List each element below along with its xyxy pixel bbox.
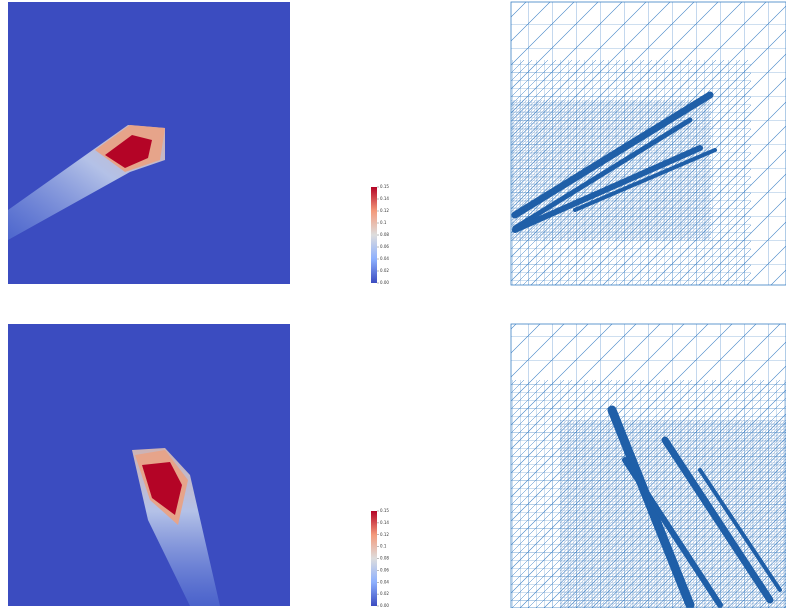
colorbar-label: 0.02	[380, 268, 389, 273]
heatmap	[8, 2, 290, 284]
colorbar-label: 0.08	[380, 232, 389, 237]
mesh	[511, 324, 786, 608]
colorbar	[371, 187, 377, 283]
colorbar-label: 0.12	[380, 532, 389, 537]
colorbar-label: 0.04	[380, 256, 389, 261]
colorbar-label: 0.06	[380, 567, 389, 572]
colorbar-label: 0.06	[380, 244, 389, 249]
heatmap	[8, 324, 290, 606]
colorbar-label: 0.15	[380, 508, 389, 513]
colorbar-label: 0.1	[380, 544, 387, 549]
colorbar-label: 0.00	[380, 603, 389, 608]
colorbar-label: 0.08	[380, 556, 389, 561]
figure: 0.15 0.14 0.12 0.1 0.08 0.06 0.04 0.02 0.00 0.15 0…	[0, 0, 786, 608]
colorbar-label: 0.15	[380, 184, 389, 189]
colorbar	[371, 511, 377, 606]
colorbar-label: 0.14	[380, 196, 389, 201]
colorbar-label: 0.04	[380, 579, 389, 584]
colorbar-label: 0.00	[380, 280, 389, 285]
colorbar-label: 0.1	[380, 220, 387, 225]
colorbar-label: 0.12	[380, 208, 389, 213]
mesh	[511, 2, 786, 285]
colorbar-label: 0.14	[380, 520, 389, 525]
colorbar-label: 0.02	[380, 591, 389, 596]
